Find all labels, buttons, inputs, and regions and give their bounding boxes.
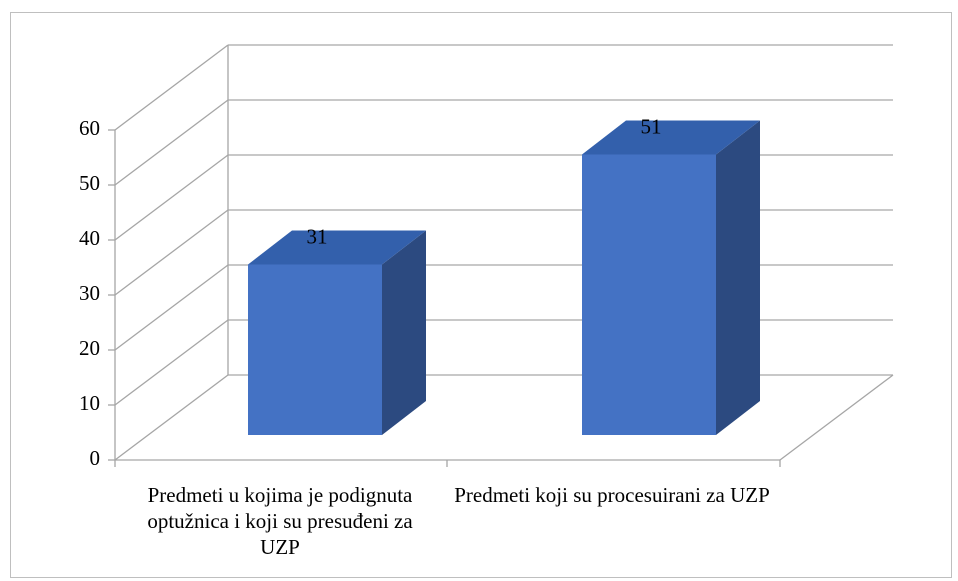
y-tick-label: 0 [90,446,101,470]
y-tick-label: 40 [79,226,100,250]
grid-line [114,264,229,351]
bar-side [716,120,760,435]
chart-border [10,12,952,578]
axes-frame [114,45,894,467]
y-tick-label: 30 [79,281,100,305]
bar-top [248,230,426,265]
grid-line [114,374,229,461]
floor-edge [779,374,894,461]
y-tick-label: 60 [79,116,100,140]
bar [248,264,382,435]
y-tick-label: 10 [79,391,100,415]
bar-top [582,120,760,155]
data-label: 51 [641,114,662,138]
grid-line [114,209,229,296]
x-tick-label: Predmeti u kojima je podignuta optužnica… [147,483,413,559]
grid-line [114,44,229,131]
bar-side [382,230,426,435]
data-label: 31 [307,224,328,248]
grid-line [114,99,229,186]
grid-line [114,154,229,241]
y-tick-label: 20 [79,336,100,360]
grid-line [114,319,229,406]
x-tick-label: Predmeti koji su procesuirani za UZP [454,483,770,507]
bar [582,154,716,435]
y-tick-label: 50 [79,171,100,195]
